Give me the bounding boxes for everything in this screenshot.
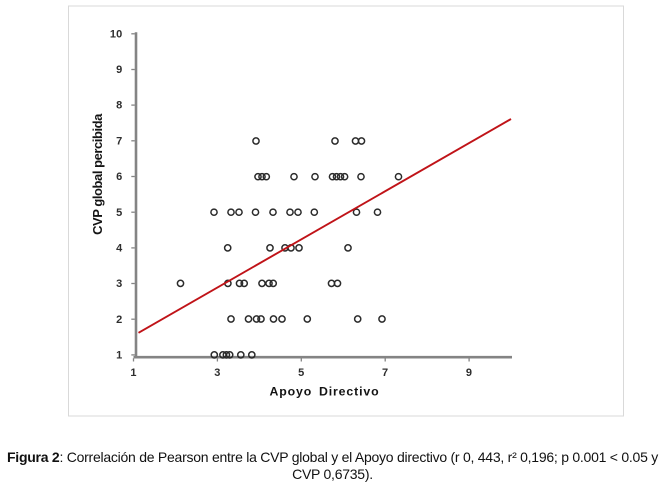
svg-text:1: 1 xyxy=(130,367,136,379)
svg-text:2: 2 xyxy=(116,314,122,326)
svg-text:4: 4 xyxy=(116,243,123,255)
svg-text:Apoyo Directivo: Apoyo Directivo xyxy=(270,385,380,399)
svg-text:7: 7 xyxy=(116,135,122,147)
svg-text:3: 3 xyxy=(214,367,220,379)
svg-text:5: 5 xyxy=(298,367,304,379)
svg-text:9: 9 xyxy=(466,367,472,379)
svg-text:6: 6 xyxy=(116,171,122,183)
svg-text:3: 3 xyxy=(116,278,122,290)
svg-text:CVP global percibida: CVP global percibida xyxy=(90,113,105,235)
svg-text:7: 7 xyxy=(382,367,388,379)
svg-text:5: 5 xyxy=(116,207,122,219)
svg-text:9: 9 xyxy=(116,64,122,76)
svg-text:1: 1 xyxy=(116,350,122,362)
svg-text:8: 8 xyxy=(116,100,122,112)
svg-text:10: 10 xyxy=(110,28,123,40)
